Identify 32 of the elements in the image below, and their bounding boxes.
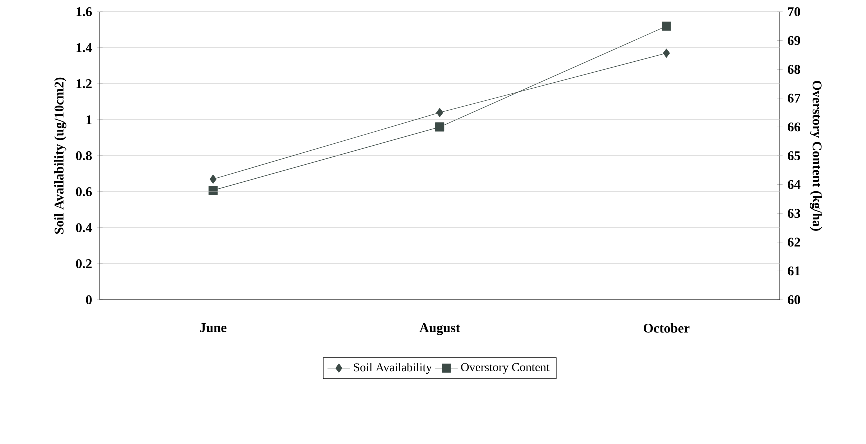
y2-tick-label: 61 bbox=[788, 266, 800, 276]
point bbox=[435, 122, 445, 132]
point bbox=[663, 48, 670, 58]
y2-tick-label: 66 bbox=[788, 122, 801, 132]
point bbox=[436, 108, 444, 118]
y2-tick-label: 69 bbox=[788, 36, 800, 46]
y2-axis-title: Overstory Content (kg/ha) bbox=[810, 81, 822, 231]
x-tick-label: October bbox=[644, 324, 690, 333]
y-tick-label: 0 bbox=[86, 296, 92, 304]
y2-tick-label: 70 bbox=[788, 8, 800, 16]
y2-tick-label: 63 bbox=[788, 209, 800, 218]
y-tick-label: 1.4 bbox=[76, 44, 92, 52]
y2-tick-label: 64 bbox=[788, 180, 801, 190]
y-tick-label: 0.2 bbox=[76, 259, 92, 269]
y-tick-label: 0.6 bbox=[76, 187, 92, 197]
y-axis-title: Soil Availability (ug/10cm2) bbox=[54, 78, 67, 234]
x-tick-label: June bbox=[200, 324, 227, 332]
y-tick-label: 1.2 bbox=[76, 80, 92, 89]
legend-label: Soil Availability bbox=[354, 363, 432, 374]
y-tick-label: 1.6 bbox=[76, 8, 92, 17]
y2-tick-label: 62 bbox=[788, 238, 800, 247]
point bbox=[662, 22, 672, 31]
y-tick-label: 0.4 bbox=[76, 223, 92, 233]
y-tick-label: 1 bbox=[86, 116, 92, 124]
legend-label: Overstory Content bbox=[461, 363, 550, 374]
y2-tick-label: 60 bbox=[788, 296, 800, 304]
y2-tick-label: 67 bbox=[788, 94, 801, 103]
x-tick-label: August bbox=[420, 324, 460, 336]
y-tick-label: 0.8 bbox=[76, 151, 92, 161]
y2-tick-label: 65 bbox=[788, 152, 800, 160]
y2-tick-label: 68 bbox=[788, 65, 800, 74]
point bbox=[210, 174, 217, 184]
